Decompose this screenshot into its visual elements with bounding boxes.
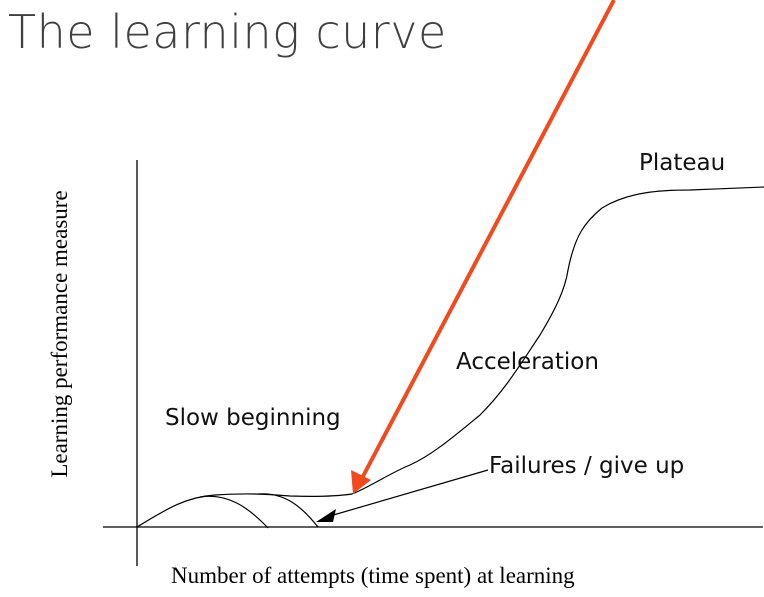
highlight-arrow [358, 0, 616, 483]
label-plateau: Plateau [639, 150, 726, 176]
x-axis-label: Number of attempts (time spent) at learn… [171, 563, 575, 588]
slide-title: The learning curve [8, 5, 447, 59]
label-acceleration: Acceleration [456, 349, 599, 375]
failure-curve-2 [257, 493, 319, 528]
label-slow-beginning: Slow beginning [165, 405, 341, 431]
highlight-arrowhead [351, 470, 371, 494]
failure-curve-1 [199, 495, 269, 529]
failures-arrow-line [329, 469, 489, 517]
failures-arrowhead [316, 509, 336, 522]
y-axis-label: Learning performance measure [47, 190, 72, 478]
label-failures: Failures / give up [489, 453, 685, 479]
